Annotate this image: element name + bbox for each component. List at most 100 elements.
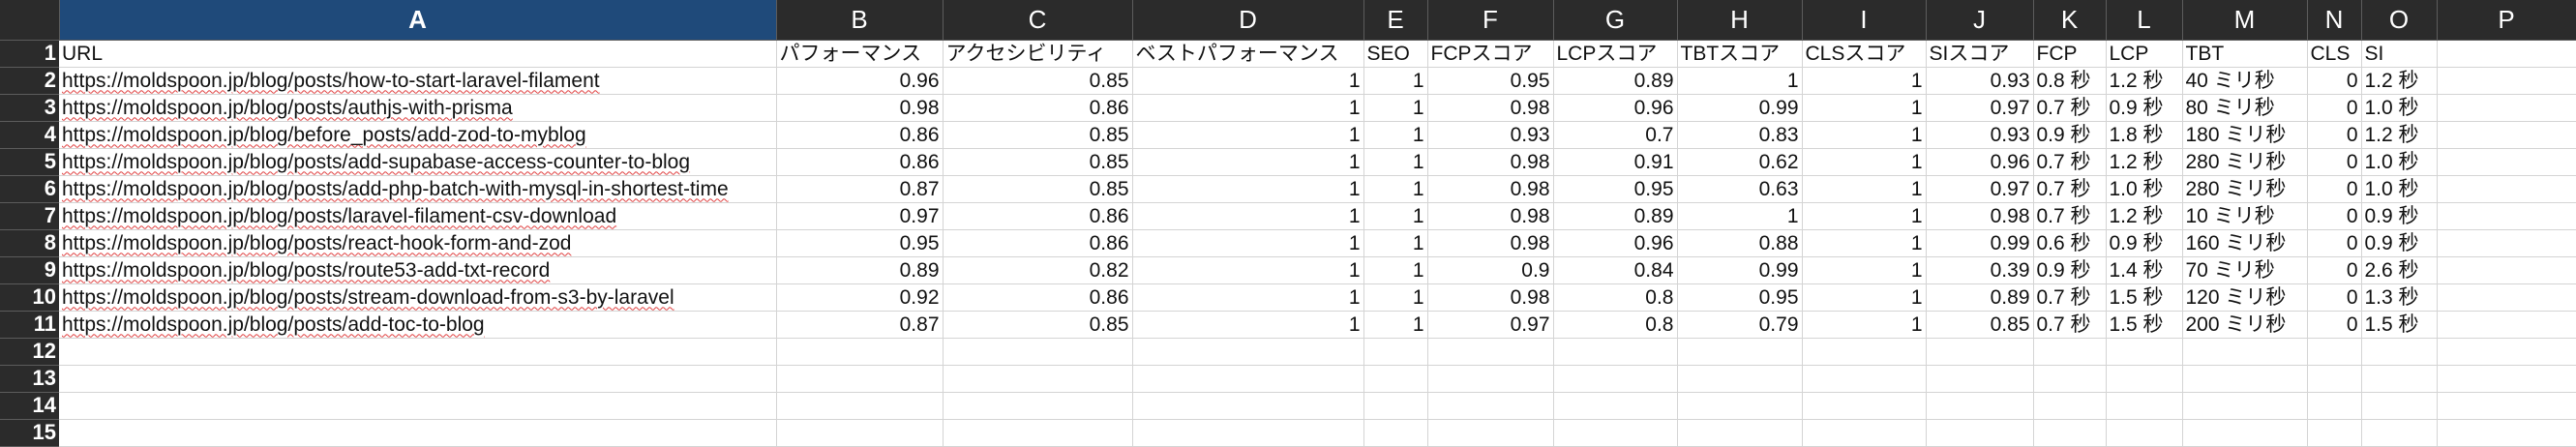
cell-a9[interactable]: https://moldspoon.jp/blog/posts/route53-… [59,256,777,284]
cell-l4[interactable]: 1.8 秒 [2106,121,2183,149]
cell-l3[interactable]: 0.9 秒 [2106,94,2183,122]
cell-l13[interactable] [2106,365,2183,393]
row-header[interactable]: 1 [0,40,59,68]
cell-d7[interactable]: 1 [1132,202,1364,230]
cell-m12[interactable] [2182,338,2308,366]
cell-f6[interactable]: 0.98 [1427,175,1554,203]
cell-f2[interactable]: 0.95 [1427,67,1554,95]
cell-e15[interactable] [1363,419,1428,447]
cell-k12[interactable] [2033,338,2107,366]
cell-p6[interactable] [2437,175,2576,203]
cell-n4[interactable]: 0 [2307,121,2362,149]
cell-b8[interactable]: 0.95 [776,229,944,257]
cell-n11[interactable]: 0 [2307,311,2362,339]
cell-p4[interactable] [2437,121,2576,149]
cell-g15[interactable] [1553,419,1678,447]
cell-f14[interactable] [1427,392,1554,420]
cell-c14[interactable] [943,392,1133,420]
cell-p15[interactable] [2437,419,2576,447]
cell-a13[interactable] [59,365,777,393]
cell-g8[interactable]: 0.96 [1553,229,1678,257]
cell-k4[interactable]: 0.9 秒 [2033,121,2107,149]
cell-f11[interactable]: 0.97 [1427,311,1554,339]
cell-l11[interactable]: 1.5 秒 [2106,311,2183,339]
cell-o4[interactable]: 1.2 秒 [2361,121,2438,149]
row-header[interactable]: 10 [0,283,59,312]
cell-k3[interactable]: 0.7 秒 [2033,94,2107,122]
cell-c4[interactable]: 0.85 [943,121,1133,149]
cell-c9[interactable]: 0.82 [943,256,1133,284]
column-header-e[interactable]: E [1363,0,1428,41]
cell-l6[interactable]: 1.0 秒 [2106,175,2183,203]
cell-a6[interactable]: https://moldspoon.jp/blog/posts/add-php-… [59,175,777,203]
cell-l10[interactable]: 1.5 秒 [2106,283,2183,312]
cell-j12[interactable] [1926,338,2034,366]
column-header-k[interactable]: K [2033,0,2107,41]
cell-e2[interactable]: 1 [1363,67,1428,95]
cell-e7[interactable]: 1 [1363,202,1428,230]
cell-a1[interactable]: URL [59,40,777,68]
cell-e6[interactable]: 1 [1363,175,1428,203]
cell-i5[interactable]: 1 [1802,148,1927,176]
cell-b10[interactable]: 0.92 [776,283,944,312]
cell-o13[interactable] [2361,365,2438,393]
cell-n1[interactable]: CLS [2307,40,2362,68]
cell-l2[interactable]: 1.2 秒 [2106,67,2183,95]
cell-h8[interactable]: 0.88 [1677,229,1803,257]
cell-b4[interactable]: 0.86 [776,121,944,149]
cell-c3[interactable]: 0.86 [943,94,1133,122]
cell-a5[interactable]: https://moldspoon.jp/blog/posts/add-supa… [59,148,777,176]
cell-c15[interactable] [943,419,1133,447]
cell-h1[interactable]: TBTスコア [1677,40,1803,68]
cell-i7[interactable]: 1 [1802,202,1927,230]
cell-f1[interactable]: FCPスコア [1427,40,1554,68]
cell-o14[interactable] [2361,392,2438,420]
cell-a12[interactable] [59,338,777,366]
cell-l15[interactable] [2106,419,2183,447]
cell-p13[interactable] [2437,365,2576,393]
cell-p1[interactable] [2437,40,2576,68]
cell-g12[interactable] [1553,338,1678,366]
cell-g14[interactable] [1553,392,1678,420]
cell-i9[interactable]: 1 [1802,256,1927,284]
column-header-n[interactable]: N [2307,0,2362,41]
cell-b3[interactable]: 0.98 [776,94,944,122]
cell-a7[interactable]: https://moldspoon.jp/blog/posts/laravel-… [59,202,777,230]
cell-b7[interactable]: 0.97 [776,202,944,230]
cell-f15[interactable] [1427,419,1554,447]
cell-g2[interactable]: 0.89 [1553,67,1678,95]
cell-b2[interactable]: 0.96 [776,67,944,95]
cell-g9[interactable]: 0.84 [1553,256,1678,284]
cell-h7[interactable]: 1 [1677,202,1803,230]
cell-o8[interactable]: 0.9 秒 [2361,229,2438,257]
cell-c12[interactable] [943,338,1133,366]
cell-o7[interactable]: 0.9 秒 [2361,202,2438,230]
row-header[interactable]: 14 [0,392,59,420]
cell-n14[interactable] [2307,392,2362,420]
cell-h10[interactable]: 0.95 [1677,283,1803,312]
cell-i2[interactable]: 1 [1802,67,1927,95]
cell-f10[interactable]: 0.98 [1427,283,1554,312]
cell-h11[interactable]: 0.79 [1677,311,1803,339]
cell-o2[interactable]: 1.2 秒 [2361,67,2438,95]
cell-d3[interactable]: 1 [1132,94,1364,122]
cell-k6[interactable]: 0.7 秒 [2033,175,2107,203]
cell-a3[interactable]: https://moldspoon.jp/blog/posts/authjs-w… [59,94,777,122]
cell-o12[interactable] [2361,338,2438,366]
cell-j8[interactable]: 0.99 [1926,229,2034,257]
cell-h2[interactable]: 1 [1677,67,1803,95]
cell-f13[interactable] [1427,365,1554,393]
column-header-j[interactable]: J [1926,0,2034,41]
cell-n15[interactable] [2307,419,2362,447]
cell-c2[interactable]: 0.85 [943,67,1133,95]
cell-d5[interactable]: 1 [1132,148,1364,176]
cell-g13[interactable] [1553,365,1678,393]
cell-n9[interactable]: 0 [2307,256,2362,284]
row-header[interactable]: 7 [0,202,59,230]
row-header[interactable]: 11 [0,311,59,339]
cell-m4[interactable]: 180 ミリ秒 [2182,121,2308,149]
cell-c10[interactable]: 0.86 [943,283,1133,312]
cell-k5[interactable]: 0.7 秒 [2033,148,2107,176]
cell-i1[interactable]: CLSスコア [1802,40,1927,68]
cell-p11[interactable] [2437,311,2576,339]
